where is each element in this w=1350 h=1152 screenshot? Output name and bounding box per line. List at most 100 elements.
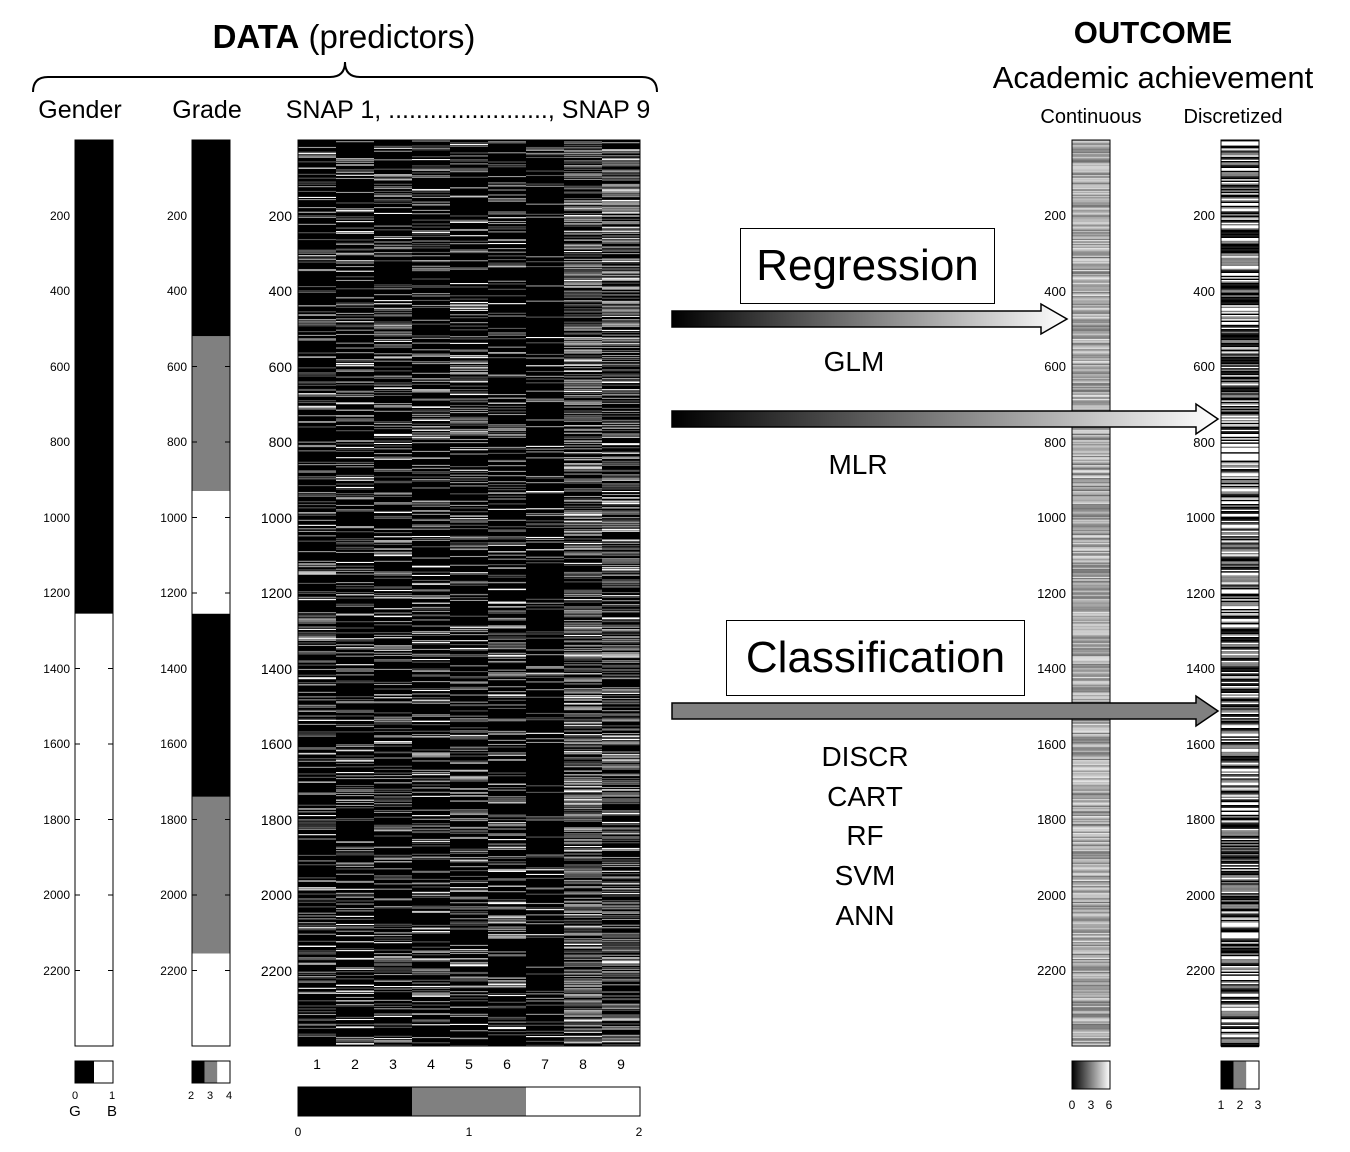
snap-x-tick-label: 1 — [313, 1056, 321, 1072]
snap-cbar-tick-0: 0 — [294, 1125, 302, 1139]
row-tick-label: 1600 — [160, 737, 187, 751]
discretized-lines — [1221, 140, 1259, 1048]
data-title: DATA (predictors) — [213, 20, 476, 53]
outcome-subtitle: Academic achievement — [992, 60, 1314, 95]
row-tick-label: 1600 — [260, 736, 292, 752]
row-tick-label: 1000 — [260, 509, 292, 526]
discretized-cbar-tick-3: 3 — [1254, 1098, 1262, 1112]
row-tick-label: 800 — [268, 434, 292, 450]
mlr-arrow — [671, 402, 1220, 436]
outcome-title: OUTCOME — [1073, 15, 1233, 50]
row-tick-label: 1600 — [1186, 736, 1215, 752]
method-cart: CART — [827, 781, 903, 812]
row-tick-label: 800 — [49, 435, 70, 449]
data-title-bold: DATA — [212, 18, 300, 55]
gender-cbar-label-b: B — [106, 1103, 118, 1120]
grade-segment-2 — [192, 491, 230, 614]
row-tick-label: 200 — [268, 207, 292, 224]
grade-title: Grade — [172, 96, 242, 124]
gender-cbar-tick-1: 1 — [108, 1090, 116, 1102]
row-tick-label: 1800 — [260, 811, 292, 828]
grade-segment-3 — [192, 613, 230, 797]
row-tick-label: 2000 — [1186, 887, 1215, 903]
grade-column — [192, 140, 230, 1046]
snap-x-tick-label: 8 — [579, 1056, 587, 1072]
row-tick-label: 800 — [1193, 434, 1215, 450]
method-rf: RF — [846, 820, 884, 851]
row-tick-label: 2000 — [260, 887, 292, 903]
classification-label: Classification — [745, 633, 1006, 682]
snap-x-tick-label: 2 — [351, 1056, 359, 1072]
snap-x-tick-label: 7 — [541, 1056, 549, 1072]
row-tick-label: 2200 — [43, 963, 70, 978]
snap-cbar-tick-1: 1 — [465, 1125, 473, 1139]
row-tick-label: 1400 — [160, 661, 187, 676]
grade-segment-5 — [192, 953, 230, 1046]
classification-box: Classification — [726, 620, 1025, 696]
method-discr: DISCR — [821, 741, 909, 772]
gender-cbar-tick-0: 0 — [71, 1090, 79, 1102]
grade-cbar-tick-3: 3 — [206, 1090, 214, 1102]
snap-colorbar — [297, 1086, 641, 1117]
row-tick-label: 400 — [268, 283, 292, 299]
discretized-colorbar — [1220, 1060, 1260, 1090]
row-tick-label: 600 — [268, 358, 292, 375]
row-tick-label: 1200 — [160, 586, 187, 600]
data-title-rest: (predictors) — [308, 18, 476, 55]
row-tick-label: 600 — [1044, 359, 1066, 374]
continuous-lines — [1072, 140, 1110, 1047]
row-tick-label: 2200 — [1186, 963, 1215, 978]
row-tick-label: 1800 — [160, 812, 187, 827]
row-tick-label: 1600 — [43, 737, 70, 751]
row-tick-label: 1200 — [43, 586, 70, 600]
row-tick-label: 1400 — [260, 660, 292, 677]
row-tick-label: 400 — [166, 284, 187, 298]
continuous-cbar-tick-6: 6 — [1105, 1098, 1113, 1112]
continuous-title: Continuous — [1040, 106, 1142, 128]
grade-cbar-tick-2: 2 — [187, 1090, 195, 1102]
row-tick-label: 200 — [166, 208, 187, 223]
row-tick-label: 600 — [49, 359, 70, 374]
row-tick-label: 1000 — [1037, 510, 1066, 525]
grade-segment-1 — [192, 336, 230, 492]
continuous-cbar-tick-0: 0 — [1068, 1098, 1076, 1112]
row-tick-label: 2200 — [160, 963, 187, 978]
classification-arrow — [671, 694, 1220, 728]
row-tick-label: 2000 — [1037, 887, 1066, 903]
regression-label: Regression — [756, 241, 979, 290]
snap-title: SNAP 1, ......................., SNAP 9 — [285, 96, 651, 124]
row-tick-label: 2000 — [160, 888, 187, 902]
gender-segment-0 — [75, 140, 113, 614]
continuous-cbar-tick-3: 3 — [1087, 1098, 1095, 1112]
snap-cbar-tick-2: 2 — [635, 1125, 643, 1139]
grade-cbar-tick-4: 4 — [225, 1090, 233, 1102]
row-tick-label: 1000 — [1186, 510, 1215, 525]
snap-heatmap-lines — [298, 140, 640, 1047]
row-tick-label: 1400 — [1037, 661, 1066, 676]
row-tick-label: 1000 — [160, 510, 187, 525]
row-tick-label: 1400 — [43, 661, 70, 676]
snap-x-tick-label: 3 — [389, 1056, 397, 1072]
snap-x-tick-label: 6 — [503, 1056, 511, 1072]
method-mlr: MLR — [828, 449, 888, 480]
row-tick-label: 1000 — [43, 510, 70, 525]
row-tick-label: 200 — [1044, 208, 1066, 223]
row-tick-label: 600 — [1193, 359, 1215, 374]
row-tick-label: 1200 — [260, 585, 292, 601]
method-svm: SVM — [834, 860, 896, 891]
method-ann: ANN — [835, 900, 895, 931]
snap-x-tick-label: 4 — [427, 1056, 435, 1072]
row-tick-label: 400 — [1193, 283, 1215, 299]
grade-segment-4 — [192, 796, 230, 954]
row-tick-label: 1400 — [1186, 661, 1215, 676]
snap-x-tick-label: 9 — [617, 1056, 625, 1072]
gender-colorbar — [74, 1060, 114, 1084]
snap-x-tick-label: 5 — [465, 1056, 473, 1072]
row-tick-label: 2200 — [1037, 963, 1066, 978]
row-tick-label: 1800 — [1186, 812, 1215, 827]
gender-cbar-label-g: G — [69, 1103, 81, 1120]
grade-colorbar — [191, 1060, 231, 1084]
row-tick-label: 200 — [49, 208, 70, 223]
